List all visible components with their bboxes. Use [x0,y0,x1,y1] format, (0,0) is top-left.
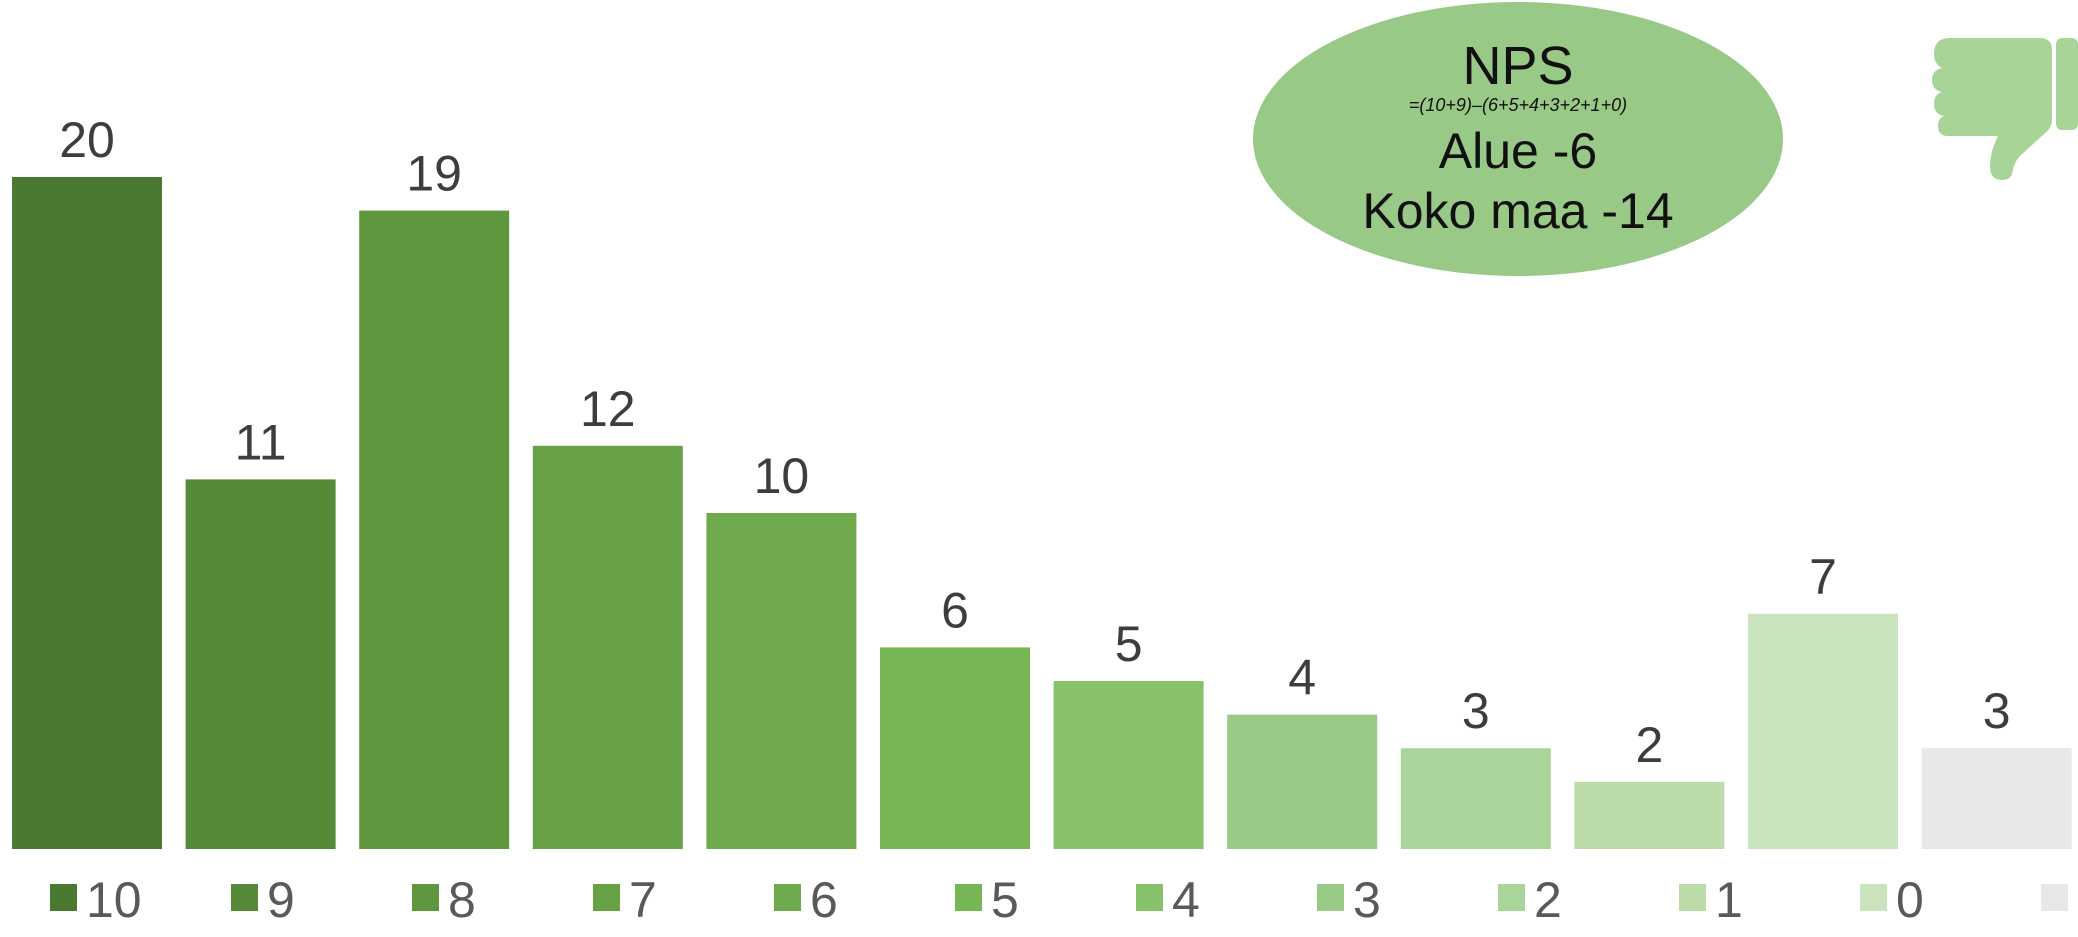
value-label-1: 2 [1635,717,1663,773]
legend-label-5: 5 [991,872,1019,928]
legend-swatch-6 [774,884,801,911]
nps-title: NPS [1462,36,1574,96]
bar-6 [706,513,857,849]
bar-3 [1227,714,1378,849]
legend-swatch-8 [412,884,439,911]
bar-4 [1053,681,1204,849]
legend-label-7: 7 [629,872,657,928]
bar-eos [1921,748,2072,849]
legend-label-8: 8 [448,872,476,928]
value-label-7: 12 [580,381,636,437]
value-label-6: 10 [754,448,810,504]
value-label-2: 3 [1462,683,1490,739]
legend-label-3: 3 [1353,872,1381,928]
value-label-4: 5 [1115,616,1143,672]
bar-8 [359,210,510,850]
legend-swatch-9 [231,884,258,911]
legend-swatch-2 [1498,884,1525,911]
bar-0 [1748,613,1898,849]
bar-9 [185,479,336,849]
nps-formula: =(10+9)–(6+5+4+3+2+1+0) [1408,95,1628,115]
value-label-10: 20 [59,112,115,168]
value-label-8: 19 [406,146,462,202]
value-label-eos: 3 [1983,683,2011,739]
value-label-9: 11 [235,414,287,470]
legend-label-10: 10 [86,872,142,928]
nps-area-value: Alue -6 [1438,123,1598,179]
bar-7 [532,445,683,849]
legend-label-0: 0 [1896,872,1924,928]
legend-swatch-7 [593,884,620,911]
legend-swatch-5 [955,884,982,911]
bar-1 [1574,781,1725,849]
bar-10 [12,177,162,849]
legend-swatch-0 [1860,884,1887,911]
nps-summary-bubble: NPS =(10+9)–(6+5+4+3+2+1+0) Alue -6 Koko… [1253,2,1783,276]
legend-label-2: 2 [1534,872,1562,928]
bar-5 [880,647,1030,849]
nps-national-value: Koko maa -14 [1362,183,1674,239]
bar-2 [1400,748,1551,849]
legend-swatch-1 [1679,884,1706,911]
value-label-3: 4 [1288,650,1316,706]
value-labels-group: 20 11 19 12 10 6 5 4 3 2 7 3 [59,112,2010,773]
value-label-0: 7 [1809,549,1837,605]
legend-swatch-3 [1317,884,1344,911]
legend-swatch-4 [1136,884,1163,911]
legend-label-4: 4 [1172,872,1200,928]
legend-label-9: 9 [267,872,295,928]
legend: 109876543210Eos [50,872,2078,928]
bars-group [12,177,2072,850]
thumbs-down-icon [1932,38,2078,180]
legend-label-1: 1 [1715,872,1743,928]
legend-swatch-eos [2041,884,2068,911]
value-label-5: 6 [941,582,969,638]
legend-swatch-10 [50,884,77,911]
legend-label-6: 6 [810,872,838,928]
